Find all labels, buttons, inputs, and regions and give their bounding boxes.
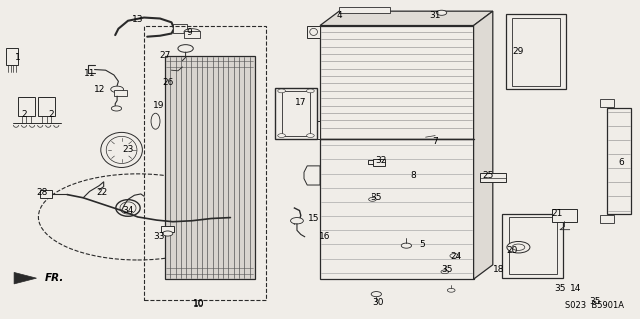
- Text: 27: 27: [159, 51, 171, 60]
- Text: 14: 14: [570, 284, 582, 293]
- Polygon shape: [304, 166, 320, 185]
- Circle shape: [371, 292, 381, 297]
- Circle shape: [512, 244, 525, 250]
- Ellipse shape: [101, 132, 143, 167]
- Circle shape: [178, 45, 193, 52]
- Circle shape: [291, 218, 303, 224]
- Bar: [165, 56, 255, 279]
- Bar: [373, 159, 385, 166]
- Bar: [600, 215, 614, 223]
- Text: 35: 35: [441, 265, 452, 274]
- Text: 31: 31: [429, 11, 441, 20]
- Ellipse shape: [106, 137, 137, 163]
- Text: 2: 2: [22, 110, 27, 119]
- Circle shape: [450, 254, 459, 258]
- Bar: [480, 173, 506, 182]
- Polygon shape: [320, 26, 474, 139]
- Text: 26: 26: [162, 78, 173, 87]
- Bar: [184, 31, 200, 38]
- Bar: [144, 26, 266, 300]
- Circle shape: [111, 86, 124, 93]
- Text: 10: 10: [193, 300, 204, 309]
- Polygon shape: [320, 139, 474, 279]
- Bar: [502, 214, 563, 278]
- Text: 5: 5: [420, 240, 425, 249]
- Text: 7: 7: [433, 137, 438, 146]
- Text: S023  B5901A: S023 B5901A: [565, 301, 624, 310]
- Circle shape: [507, 241, 530, 253]
- Circle shape: [369, 197, 376, 201]
- Ellipse shape: [184, 29, 200, 35]
- Text: 30: 30: [372, 298, 383, 307]
- Text: 35: 35: [371, 193, 382, 202]
- Text: 8: 8: [410, 171, 415, 180]
- Bar: [512, 18, 560, 86]
- Bar: [275, 88, 317, 139]
- Circle shape: [441, 270, 449, 274]
- Bar: [114, 90, 127, 96]
- Bar: [282, 91, 310, 136]
- Bar: [161, 226, 174, 232]
- Circle shape: [436, 10, 447, 15]
- Text: 16: 16: [319, 232, 331, 241]
- Bar: [173, 24, 187, 33]
- Circle shape: [163, 231, 173, 236]
- Text: 35: 35: [554, 284, 566, 293]
- Circle shape: [447, 288, 455, 292]
- Bar: [339, 7, 390, 13]
- Circle shape: [278, 134, 285, 137]
- Text: 33: 33: [153, 232, 164, 241]
- Text: 4: 4: [337, 11, 342, 20]
- Polygon shape: [14, 272, 36, 284]
- Circle shape: [307, 89, 314, 93]
- Text: 15: 15: [308, 214, 319, 223]
- Text: 29: 29: [513, 47, 524, 56]
- Text: 25: 25: [483, 171, 494, 180]
- Bar: [6, 48, 18, 65]
- Bar: [552, 209, 577, 222]
- Polygon shape: [320, 11, 493, 26]
- Text: 1: 1: [15, 53, 20, 62]
- Text: 21: 21: [551, 209, 563, 218]
- Circle shape: [278, 89, 285, 93]
- Text: 12: 12: [93, 85, 105, 94]
- Text: FR.: FR.: [45, 273, 64, 283]
- Polygon shape: [307, 26, 320, 38]
- Text: 13: 13: [132, 15, 143, 24]
- Text: 23: 23: [122, 145, 134, 154]
- Bar: [40, 190, 52, 198]
- Text: 35: 35: [589, 297, 601, 306]
- Bar: [509, 217, 557, 274]
- Polygon shape: [474, 11, 493, 279]
- Text: 19: 19: [153, 101, 164, 110]
- Text: 9: 9: [186, 28, 191, 37]
- Text: 34: 34: [122, 206, 134, 215]
- Bar: [506, 14, 566, 89]
- Bar: [18, 97, 35, 116]
- Text: 11: 11: [84, 69, 95, 78]
- Bar: [600, 99, 614, 107]
- Circle shape: [111, 106, 122, 111]
- Text: 22: 22: [97, 189, 108, 197]
- Text: 32: 32: [376, 156, 387, 165]
- Text: 24: 24: [450, 252, 461, 261]
- Text: 6: 6: [618, 158, 623, 167]
- Circle shape: [401, 243, 412, 248]
- Bar: [38, 97, 55, 116]
- Ellipse shape: [151, 113, 160, 129]
- Text: 2: 2: [49, 110, 54, 119]
- Polygon shape: [307, 121, 320, 139]
- Bar: [607, 108, 631, 214]
- Circle shape: [307, 134, 314, 137]
- Text: 28: 28: [36, 189, 47, 197]
- Text: 20: 20: [506, 246, 518, 255]
- Text: 17: 17: [295, 98, 307, 107]
- Text: 18: 18: [493, 265, 505, 274]
- Text: 10: 10: [193, 299, 204, 308]
